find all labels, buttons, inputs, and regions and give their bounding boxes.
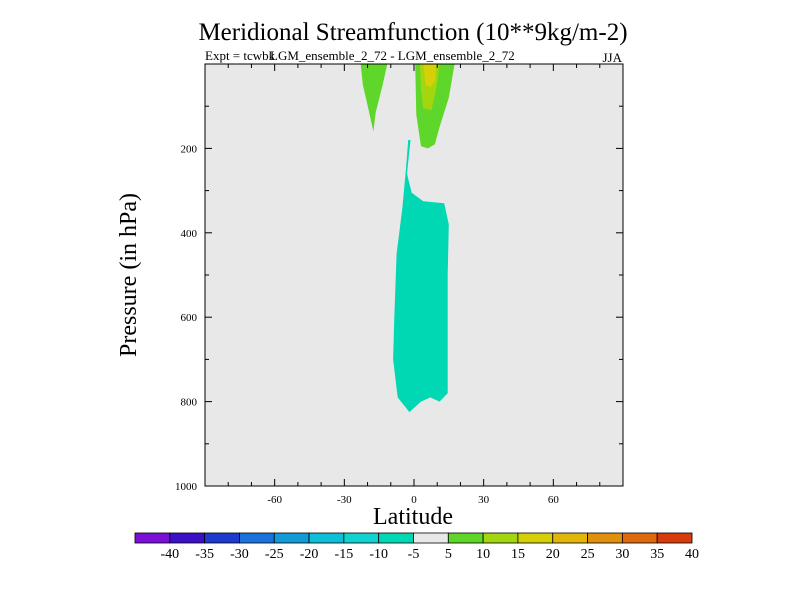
upper-positive-cell-west: [360, 64, 388, 132]
colorbar-label: 25: [581, 547, 595, 562]
colorbar-label: -40: [160, 547, 179, 562]
colorbar-label: 5: [445, 547, 452, 562]
upper-positive-cell-east-core: [423, 64, 437, 88]
contour-regions: [360, 64, 455, 413]
experiment-label: Expt = tcwbk: [205, 48, 276, 63]
colorbar-swatch: [621, 532, 658, 544]
colorbar-swatch: [169, 532, 206, 544]
colorbar: -40 -35 -30 -25 -20 -15 -10 -5 5 10 15 20 25 30 35 40: [134, 532, 699, 562]
colorbar-swatch: [378, 532, 414, 544]
chart-title: Meridional Streamfunction (10**9kg/m-2): [198, 19, 627, 46]
x-tick-label: 30: [478, 494, 490, 506]
y-tick-label: 600: [181, 312, 198, 324]
colorbar-label: 20: [546, 547, 560, 562]
colorbar-label: -5: [408, 547, 420, 562]
y-tick-label: 400: [181, 228, 198, 240]
colorbar-swatch: [204, 532, 240, 544]
colorbar-label: 15: [511, 547, 525, 562]
x-tick-label: -30: [337, 494, 352, 506]
negative-cell-5to-10: [393, 140, 449, 413]
colorbar-label: -20: [300, 547, 319, 562]
y-tick-label: 200: [181, 143, 198, 155]
colorbar-label: 10: [476, 547, 490, 562]
colorbar-swatch: [447, 532, 484, 544]
colorbar-swatch: [273, 532, 310, 544]
x-axis-label: Latitude: [373, 504, 453, 530]
x-tick-label: 60: [548, 494, 560, 506]
axes: -60 -30 0 30 60 200 400 600 800 1000: [175, 63, 624, 506]
colorbar-swatch: [413, 532, 449, 544]
colorbar-swatch: [552, 532, 588, 544]
colorbar-swatch: [308, 532, 345, 544]
y-tick-label: 800: [181, 397, 198, 409]
x-tick-label: 0: [411, 494, 417, 506]
colorbar-label: -30: [230, 547, 249, 562]
colorbar-swatch: [239, 532, 275, 544]
colorbar-label: 35: [650, 547, 664, 562]
colorbar-swatch: [343, 532, 380, 544]
colorbar-swatch: [134, 532, 171, 544]
season-label: JJA: [602, 50, 622, 65]
y-axis-label: Pressure (in hPa): [116, 193, 142, 357]
colorbar-label: -35: [195, 547, 214, 562]
colorbar-label: -10: [369, 547, 388, 562]
y-tick-label: 1000: [175, 481, 198, 493]
colorbar-label: 30: [615, 547, 629, 562]
ensemble-label: LGM_ensemble_2_72 - LGM_ensemble_2_72: [270, 48, 515, 63]
colorbar-swatch: [517, 532, 554, 544]
colorbar-swatch: [482, 532, 519, 544]
colorbar-swatch: [587, 532, 623, 544]
colorbar-label: -25: [265, 547, 284, 562]
colorbar-swatch: [656, 532, 693, 544]
colorbar-label: -15: [335, 547, 354, 562]
x-tick-label: -60: [267, 494, 282, 506]
colorbar-label: 40: [685, 547, 699, 562]
